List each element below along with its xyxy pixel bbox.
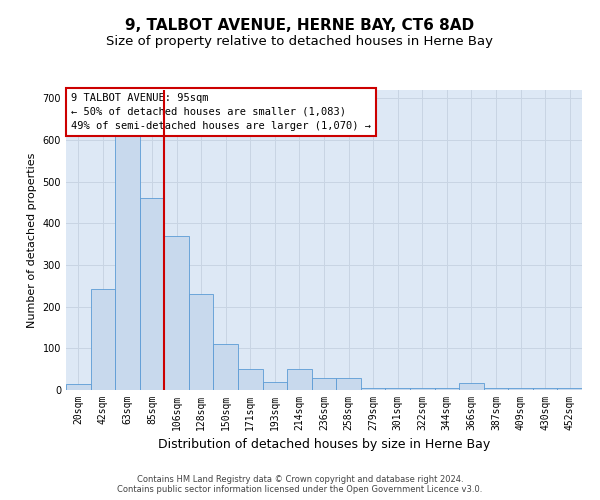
Bar: [263, 382, 287, 390]
Bar: [385, 388, 410, 390]
Bar: [459, 382, 484, 390]
Bar: [66, 384, 91, 390]
Y-axis label: Number of detached properties: Number of detached properties: [27, 152, 37, 328]
Bar: [336, 378, 361, 390]
Bar: [557, 388, 582, 390]
X-axis label: Distribution of detached houses by size in Herne Bay: Distribution of detached houses by size …: [158, 438, 490, 452]
Bar: [91, 289, 115, 390]
Bar: [287, 369, 312, 390]
Text: 9, TALBOT AVENUE, HERNE BAY, CT6 8AD: 9, TALBOT AVENUE, HERNE BAY, CT6 8AD: [125, 18, 475, 32]
Text: Contains HM Land Registry data © Crown copyright and database right 2024.
Contai: Contains HM Land Registry data © Crown c…: [118, 474, 482, 494]
Bar: [164, 236, 189, 390]
Bar: [484, 388, 508, 390]
Bar: [533, 388, 557, 390]
Text: Size of property relative to detached houses in Herne Bay: Size of property relative to detached ho…: [107, 35, 493, 48]
Bar: [189, 294, 214, 390]
Bar: [214, 344, 238, 390]
Bar: [410, 388, 434, 390]
Bar: [508, 388, 533, 390]
Bar: [238, 369, 263, 390]
Bar: [361, 388, 385, 390]
Text: 9 TALBOT AVENUE: 95sqm
← 50% of detached houses are smaller (1,083)
49% of semi-: 9 TALBOT AVENUE: 95sqm ← 50% of detached…: [71, 93, 371, 131]
Bar: [115, 124, 140, 390]
Bar: [434, 388, 459, 390]
Bar: [312, 378, 336, 390]
Bar: [140, 198, 164, 390]
